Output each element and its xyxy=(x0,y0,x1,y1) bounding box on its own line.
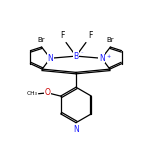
Text: Br: Br xyxy=(38,36,45,43)
Text: N: N xyxy=(99,54,105,63)
Text: F: F xyxy=(60,31,64,40)
Text: +: + xyxy=(106,54,110,59)
Text: O: O xyxy=(45,88,51,97)
Text: N: N xyxy=(73,125,79,134)
Text: ⁻: ⁻ xyxy=(81,52,83,57)
Text: B: B xyxy=(73,52,79,61)
Text: CH₃: CH₃ xyxy=(27,91,38,96)
Text: F: F xyxy=(88,31,92,40)
Text: N: N xyxy=(47,54,53,63)
Text: Br: Br xyxy=(107,36,114,43)
